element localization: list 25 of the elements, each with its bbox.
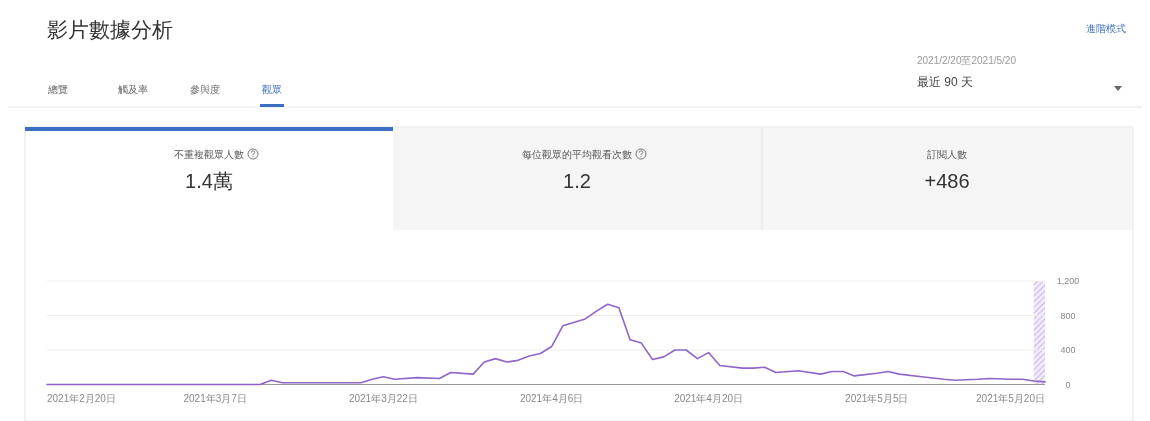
x-tick-label: 2021年4月6日 <box>519 392 584 404</box>
text: 參與度 <box>190 84 220 95</box>
text: 進階模式 <box>1086 23 1126 34</box>
x-tick-label: 2021年5月5日 <box>845 392 909 404</box>
x-tick-label: 2021年2月20日 <box>47 392 116 404</box>
y-tick-label: 1,200 <box>1056 276 1080 286</box>
text: 最近 90 天 <box>917 75 974 89</box>
text: 1.2 <box>563 170 591 192</box>
y-tick-label: 0 <box>1065 379 1071 390</box>
x-tick-label: 2021年3月7日 <box>183 392 247 404</box>
text: 訂閱人數 <box>927 149 967 160</box>
chart-title: 影片數據分析 <box>47 18 173 41</box>
x-tick-label: 2021年4月20日 <box>674 392 744 404</box>
text: +486 <box>924 170 970 192</box>
x-tick-label: 2021年3月22日 <box>348 392 418 404</box>
text: 2021/2/20至2021/5/20 <box>917 55 1017 66</box>
text: 每位觀眾的平均觀看次數 <box>522 149 632 160</box>
x-tick-label: 2021年5月20日 <box>976 392 1045 404</box>
y-tick-label: 800 <box>1060 310 1076 321</box>
text: 不重複觀眾人數 <box>174 149 244 160</box>
text: 1.4萬 <box>185 170 233 192</box>
text: 觀眾 <box>262 84 282 95</box>
text: 總覽 <box>47 84 68 95</box>
text: 觸及率 <box>118 84 148 95</box>
y-tick-label: 400 <box>1060 345 1076 355</box>
